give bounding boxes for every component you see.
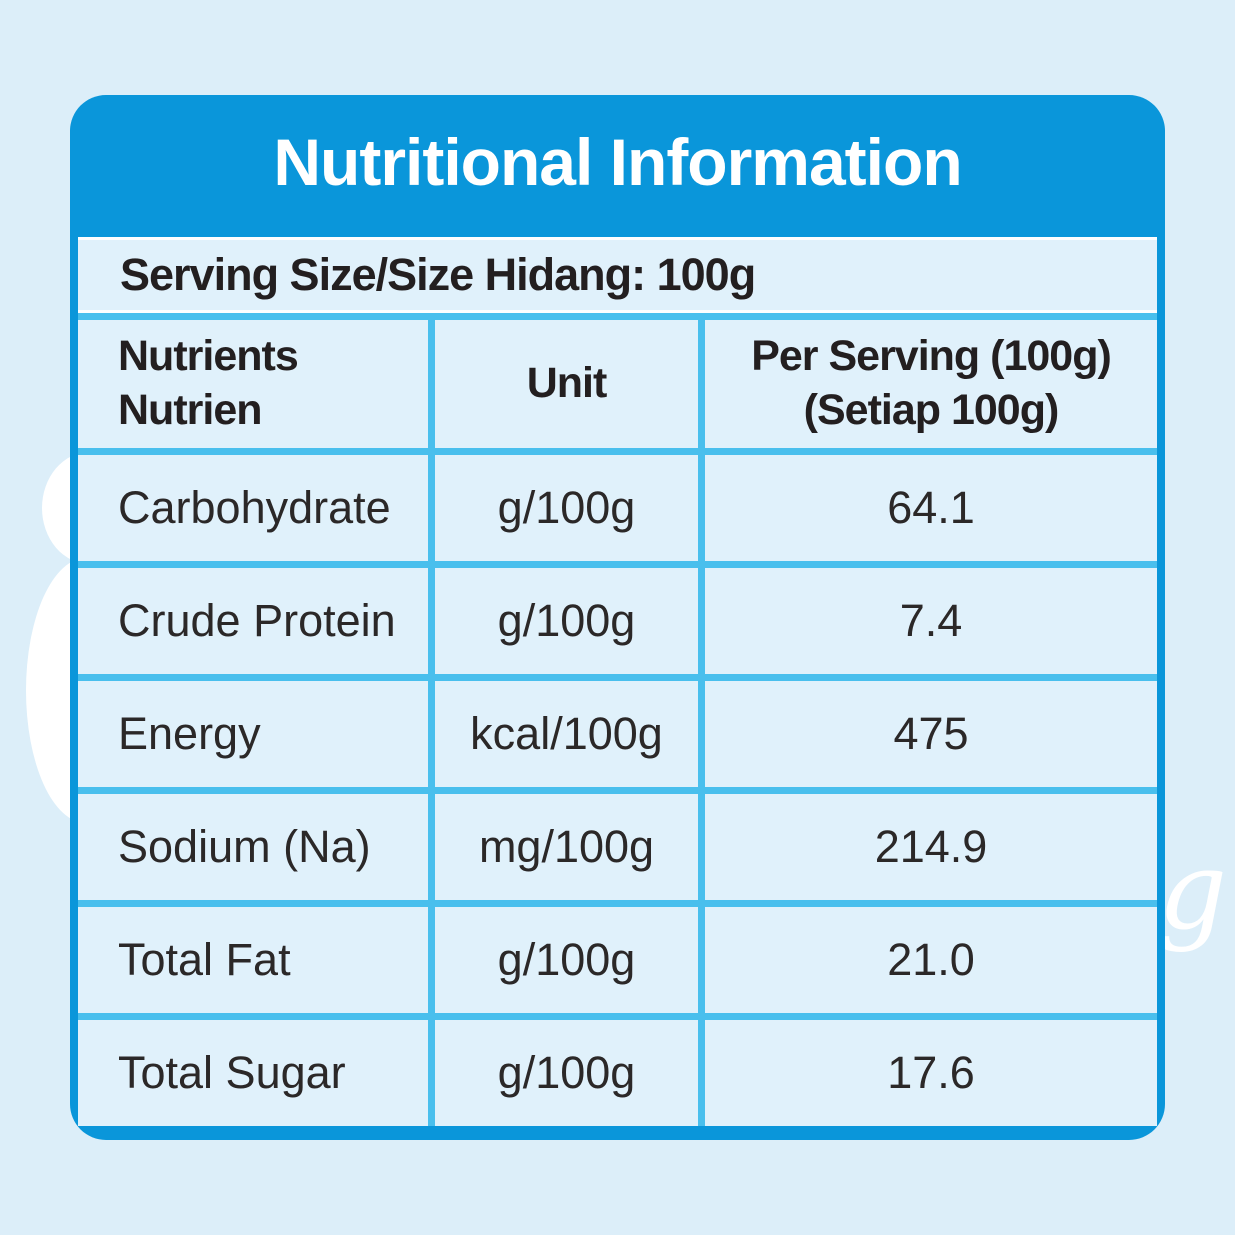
- script-g-decoration: g: [1158, 829, 1228, 954]
- column-header-unit-label: Unit: [526, 359, 608, 408]
- table-row-carbohydrate-value: 64.1: [705, 455, 1157, 561]
- table-row-carbohydrate-unit: g/100g: [435, 455, 698, 561]
- column-header-nutrients: Nutrients Nutrien: [78, 320, 428, 448]
- table-row-sodium-value: 214.9: [705, 794, 1157, 900]
- card-title: Nutritional Information: [273, 125, 962, 199]
- table-row-total-fat-name: Total Fat: [78, 907, 428, 1013]
- table-row-crude-protein-unit: g/100g: [435, 568, 698, 674]
- column-header-unit: Unit: [435, 320, 698, 448]
- serving-size-text: Serving Size/Size Hidang: 100g: [120, 249, 756, 300]
- serving-size-row: Serving Size/Size Hidang: 100g: [78, 237, 1157, 313]
- nutrition-card: Nutritional Information Serving Size/Siz…: [70, 95, 1165, 1140]
- table-row-total-fat-unit: g/100g: [435, 907, 698, 1013]
- column-header-nutrients-my: Nutrien: [118, 386, 262, 434]
- column-header-per-serving: Per Serving (100g) (Setiap 100g): [705, 320, 1157, 448]
- table-row-energy-name: Energy: [78, 681, 428, 787]
- column-header-per-serving-en: Per Serving (100g): [751, 332, 1112, 381]
- card-header: Nutritional Information: [78, 95, 1157, 237]
- column-header-per-serving-my: (Setiap 100g): [803, 386, 1060, 434]
- nutrition-table: Nutrients Nutrien Unit Per Serving (100g…: [78, 313, 1157, 1126]
- table-row-crude-protein-value: 7.4: [705, 568, 1157, 674]
- table-row-carbohydrate-name: Carbohydrate: [78, 455, 428, 561]
- table-row-total-sugar-name: Total Sugar: [78, 1020, 428, 1126]
- column-header-nutrients-en: Nutrients: [118, 332, 299, 381]
- table-row-total-sugar-value: 17.6: [705, 1020, 1157, 1126]
- table-row-total-fat-value: 21.0: [705, 907, 1157, 1013]
- table-row-sodium-unit: mg/100g: [435, 794, 698, 900]
- table-row-total-sugar-unit: g/100g: [435, 1020, 698, 1126]
- table-row-sodium-name: Sodium (Na): [78, 794, 428, 900]
- table-row-crude-protein-name: Crude Protein: [78, 568, 428, 674]
- table-row-energy-unit: kcal/100g: [435, 681, 698, 787]
- table-row-energy-value: 475: [705, 681, 1157, 787]
